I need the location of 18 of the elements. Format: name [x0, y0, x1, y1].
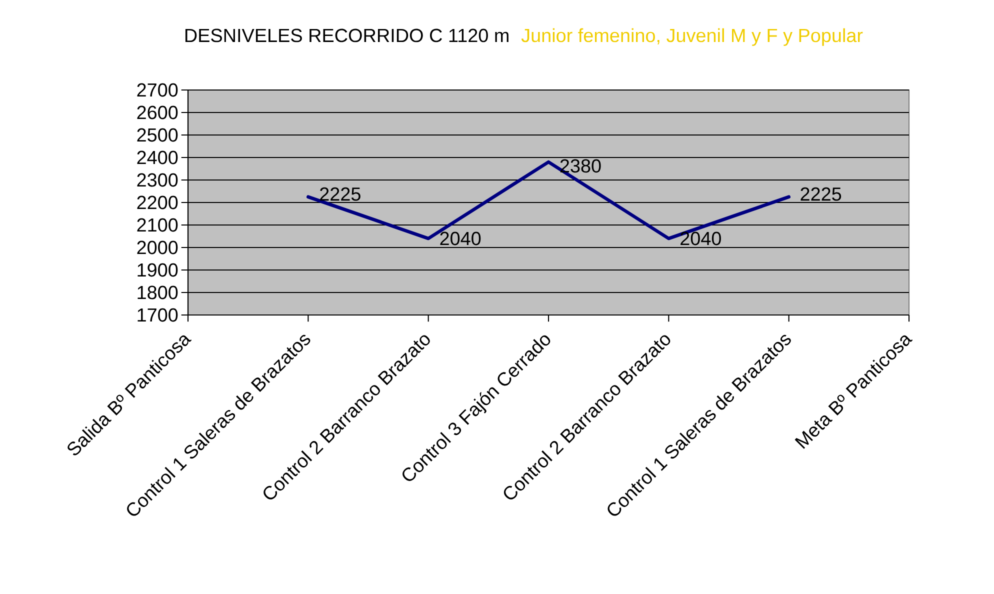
data-label: 2225 [800, 187, 842, 201]
data-label: 2225 [320, 187, 360, 201]
y-tick-label: 2200 [137, 196, 178, 210]
y-tick-label: 2300 [137, 173, 178, 187]
data-label: 2040 [680, 232, 721, 246]
y-tick-label: 1700 [138, 308, 178, 322]
chart-title: DESNIVELES RECORRIDO C 1120 m [185, 28, 508, 42]
y-tick-label: 2000 [137, 240, 178, 254]
data-label: 2040 [440, 232, 481, 246]
chart-subtitle: Junior femenino, Juvenil M y F y Popular [521, 28, 863, 46]
y-tick-label: 2600 [137, 106, 178, 120]
data-label: 2380 [560, 159, 601, 173]
y-tick-label: 2500 [137, 128, 178, 142]
y-tick-label: 2400 [137, 150, 178, 164]
y-tick-label: 2100 [137, 218, 178, 232]
y-tick-label: 1800 [138, 286, 178, 300]
y-tick-label: 2700 [137, 83, 178, 97]
y-tick-label: 1900 [138, 263, 178, 277]
